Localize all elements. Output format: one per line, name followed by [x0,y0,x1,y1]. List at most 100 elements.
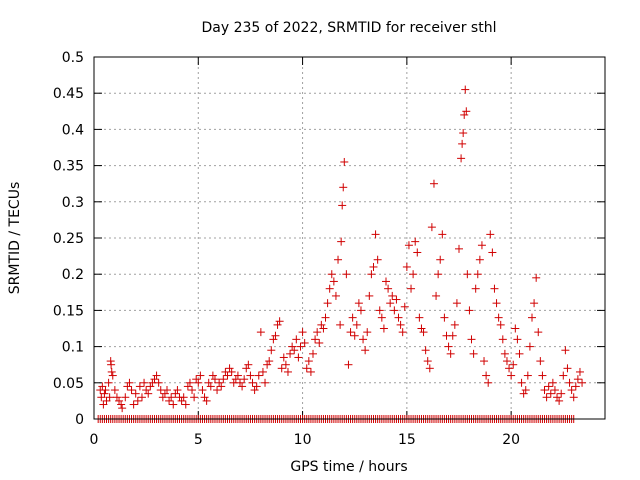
data-point [477,241,486,250]
data-point [242,364,251,373]
data-point [530,299,539,308]
data-point [400,302,409,311]
data-point [273,320,282,329]
data-point [142,386,151,395]
data-point [444,342,453,351]
data-point [365,291,374,300]
data-point [294,353,303,362]
data-point [461,85,470,94]
data-point [505,364,514,373]
data-point [563,364,572,373]
data-point [121,393,130,402]
data-point [396,320,405,329]
chart-title: Day 235 of 2022, SRMTID for receiver sth… [202,20,497,36]
data-point [325,284,334,293]
data-point [190,393,199,402]
data-point [263,360,272,369]
data-point [281,360,290,369]
y-tick-label: 0.2 [62,267,84,283]
data-point [429,179,438,188]
data-point [238,382,247,391]
data-point [210,375,219,384]
data-point [492,299,501,308]
data-point [402,262,411,271]
data-point [557,389,566,398]
data-point [440,313,449,322]
x-tick-label: 15 [398,432,416,448]
data-point [269,335,278,344]
data-point [140,378,149,387]
data-point [379,324,388,333]
data-point [223,371,232,380]
data-point [423,357,432,366]
data-point [567,386,576,395]
data-point [309,349,317,358]
data-point [404,241,413,250]
data-point [350,331,359,340]
data-point [231,375,240,384]
data-point [131,389,140,398]
data-point [469,349,478,358]
data-point [519,389,528,398]
data-point [296,342,305,351]
data-point [254,371,263,380]
data-point [375,306,384,315]
data-point [475,255,484,264]
data-point [513,335,522,344]
plot-frame [93,56,606,420]
data-point [398,328,407,337]
data-point [578,378,587,387]
data-point [571,382,580,391]
data-point [377,313,386,322]
data-point [304,357,313,366]
data-point [313,328,322,337]
data-point [208,371,217,380]
data-point [198,386,207,395]
data-point [160,389,169,398]
data-point [367,270,376,279]
data-point [575,367,584,376]
data-point [421,346,430,355]
data-point [500,349,509,358]
data-point [361,346,370,355]
data-point [315,338,324,347]
data-point [185,378,194,387]
data-point [331,291,340,300]
data-point [553,393,562,402]
data-point [173,386,182,395]
data-point [163,386,171,395]
data-point [507,371,516,380]
data-point [425,364,434,373]
data-point [457,154,466,163]
data-point [135,382,144,391]
data-point [107,367,116,376]
data-point [369,262,378,271]
data-point [327,270,336,279]
data-point [129,400,138,409]
y-tick-label: 0.05 [53,376,84,392]
y-axis-label: SRMTID / TECUs [7,182,23,295]
data-point [277,364,286,373]
data-point [118,404,127,413]
data-point [546,389,555,398]
data-point [144,389,153,398]
data-point [463,270,472,279]
data-point [298,328,307,337]
data-point [494,313,503,322]
data-point [536,357,545,366]
data-point [490,284,499,293]
data-point [517,378,526,387]
data-point [137,393,146,402]
x-tick-label: 5 [194,432,203,448]
data-point [323,299,332,308]
y-tick-label: 0 [75,412,84,428]
data-point [511,324,520,333]
data-point [432,291,441,300]
data-point [217,382,226,391]
data-point [279,353,288,362]
data-point [561,346,570,355]
data-point [225,364,234,373]
data-point [413,248,422,257]
data-point [246,371,255,380]
